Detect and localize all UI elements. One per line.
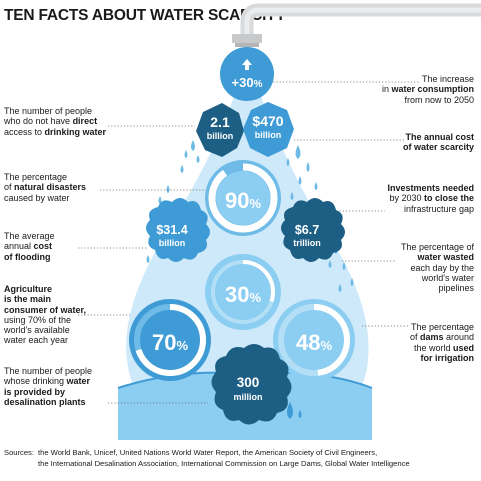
label-line: The number of people bbox=[4, 106, 93, 116]
svg-text:300: 300 bbox=[237, 375, 260, 390]
svg-text:$470: $470 bbox=[252, 113, 283, 129]
label-dams: The percentage of dams around the world us… bbox=[394, 322, 474, 363]
label-agriculture: Agriculture is the main consumer of water,… bbox=[4, 284, 87, 346]
label-line: of dams around bbox=[409, 332, 474, 343]
label-line: annual cost bbox=[4, 241, 53, 252]
label-investments: Investments needed by 2030 to close the in… bbox=[372, 183, 474, 214]
label-line: infrastructure gap bbox=[403, 203, 474, 214]
label-people-no-access: The number of people who do not have dire… bbox=[4, 106, 114, 137]
svg-text:million: million bbox=[234, 392, 263, 402]
label-line: Investments needed bbox=[387, 183, 474, 193]
label-line: world's water bbox=[421, 272, 474, 283]
consumption-value: +30 bbox=[232, 75, 254, 90]
fact-people-badge: 2.1 billion bbox=[196, 103, 244, 157]
fact-flooding-badge: $31.4 billion bbox=[146, 198, 210, 262]
label-desalination: The number of people whose drinking water… bbox=[4, 366, 114, 407]
label-line: The number of people bbox=[4, 366, 93, 376]
label-line: for irrigation bbox=[420, 352, 475, 363]
label-water-wasted: The percentage of water wasted each day by… bbox=[384, 242, 474, 293]
svg-text:billion: billion bbox=[207, 131, 234, 141]
fact-desalination-badge: 300 million bbox=[211, 344, 292, 425]
fact-disasters-ring: 90% bbox=[205, 160, 281, 236]
label-line: The average bbox=[4, 231, 55, 241]
label-line: of flooding bbox=[4, 251, 51, 262]
svg-text:30%: 30% bbox=[225, 282, 261, 307]
label-line: Agriculture bbox=[4, 284, 53, 294]
leader-lines bbox=[78, 81, 420, 404]
svg-text:billion: billion bbox=[159, 238, 186, 248]
fact-cost-badge: $470 billion bbox=[243, 102, 294, 157]
label-line: The percentage bbox=[410, 322, 474, 332]
fact-dams-ring: 48% bbox=[273, 299, 355, 381]
svg-text:trillion: trillion bbox=[293, 238, 321, 248]
water-droplets bbox=[146, 140, 354, 419]
label-line: whose drinking water bbox=[4, 376, 91, 387]
svg-text:billion: billion bbox=[255, 130, 282, 140]
label-line: world's available bbox=[4, 325, 70, 336]
label-line: each day by the bbox=[410, 262, 474, 273]
label-line: access to drinking water bbox=[4, 126, 107, 137]
label-line: desalination plants bbox=[4, 396, 86, 407]
svg-text:$31.4: $31.4 bbox=[156, 223, 187, 237]
page-title: TEN FACTS ABOUT WATER SCARCITY bbox=[4, 7, 286, 24]
label-annual-cost: The annual cost of water scarcity bbox=[370, 132, 474, 153]
label-line: water each year bbox=[4, 335, 69, 346]
label-line: who do not have direct bbox=[4, 116, 98, 127]
label-line: consumer of water, bbox=[4, 304, 87, 315]
svg-text:+30%: +30% bbox=[232, 75, 263, 90]
svg-text:$6.7: $6.7 bbox=[295, 223, 319, 237]
label-line: is provided by bbox=[4, 386, 66, 397]
sources: Sources: the World Bank, Unicef, United N… bbox=[4, 448, 410, 469]
label-consumption: The increase in water consumption from now… bbox=[330, 74, 474, 105]
label-line: is the main bbox=[4, 294, 52, 305]
label-natural-disasters: The percentage of natural disasters caused… bbox=[4, 172, 104, 203]
faucet-icon bbox=[232, 3, 481, 47]
label-line: from now to 2050 bbox=[404, 94, 474, 105]
sources-line-2: the International Desalination Associati… bbox=[38, 458, 410, 468]
label-line: The annual cost bbox=[405, 132, 474, 142]
fact-consumption-badge: +30% bbox=[220, 47, 274, 101]
svg-text:2.1: 2.1 bbox=[210, 114, 230, 130]
label-line: The increase bbox=[421, 74, 474, 84]
svg-text:48%: 48% bbox=[296, 330, 332, 355]
svg-text:70%: 70% bbox=[152, 330, 188, 355]
up-arrow-icon bbox=[242, 59, 252, 70]
label-line: the world used bbox=[413, 342, 474, 353]
label-flooding-cost: The average annual cost of flooding bbox=[4, 231, 84, 262]
label-line: caused by water bbox=[4, 192, 70, 203]
label-line: of water scarcity bbox=[402, 142, 474, 153]
label-line: of natural disasters bbox=[4, 182, 87, 193]
label-line: in water consumption bbox=[381, 84, 474, 95]
label-line: pipelines bbox=[438, 283, 474, 294]
fact-investments-badge: $6.7 trillion bbox=[281, 198, 345, 262]
label-line: by 2030 to close the bbox=[389, 193, 474, 204]
fact-wasted-circle: 30% bbox=[205, 254, 281, 330]
sources-key: Sources: bbox=[4, 448, 34, 457]
svg-text:90%: 90% bbox=[225, 188, 261, 213]
label-line: water wasted bbox=[417, 252, 474, 263]
fact-agriculture-ring: 70% bbox=[129, 299, 211, 381]
label-line: The percentage of bbox=[400, 242, 474, 252]
sources-line-1: the World Bank, Unicef, United Nations W… bbox=[38, 448, 378, 457]
label-line: using 70% of the bbox=[4, 314, 72, 325]
label-line: The percentage bbox=[4, 172, 68, 182]
